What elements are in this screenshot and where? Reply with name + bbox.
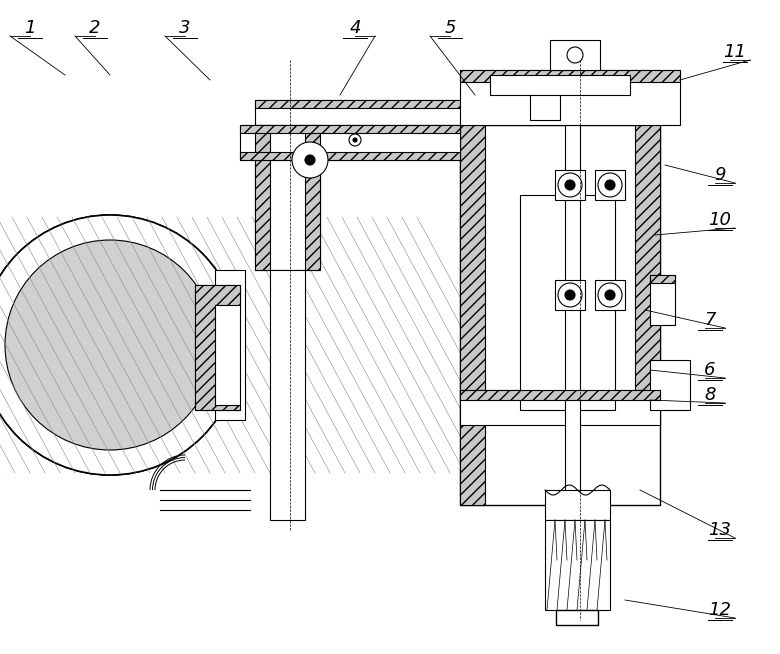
Bar — [460, 70, 680, 125]
Circle shape — [565, 180, 575, 190]
Circle shape — [598, 173, 622, 197]
Circle shape — [605, 290, 615, 300]
Bar — [460, 390, 660, 425]
Bar — [490, 75, 630, 95]
Bar — [240, 152, 460, 160]
Bar — [460, 390, 660, 400]
Text: 5: 5 — [445, 19, 456, 37]
Bar — [240, 125, 460, 133]
Bar — [215, 270, 245, 420]
Bar — [635, 125, 660, 390]
Bar — [555, 280, 585, 310]
Bar — [595, 280, 625, 310]
Bar — [550, 40, 600, 70]
Text: 8: 8 — [704, 386, 716, 404]
Bar — [545, 490, 610, 520]
Text: 10: 10 — [708, 211, 732, 229]
Bar — [195, 285, 240, 410]
Bar — [520, 195, 615, 410]
Bar — [255, 100, 485, 108]
Bar — [545, 520, 610, 610]
Circle shape — [5, 240, 215, 450]
Bar — [460, 125, 485, 505]
Text: 4: 4 — [349, 19, 360, 37]
Circle shape — [349, 134, 361, 146]
Bar — [460, 70, 680, 82]
Bar — [255, 100, 485, 125]
Text: 3: 3 — [179, 19, 191, 37]
Bar — [650, 360, 690, 410]
Circle shape — [292, 142, 328, 178]
Bar — [270, 270, 305, 520]
Polygon shape — [195, 285, 240, 410]
Bar — [240, 125, 460, 160]
Text: 11: 11 — [724, 43, 746, 61]
Circle shape — [558, 283, 582, 307]
Text: 1: 1 — [24, 19, 36, 37]
Bar — [555, 170, 585, 200]
Bar — [460, 125, 660, 505]
Bar — [650, 275, 675, 325]
Bar — [565, 125, 580, 620]
Bar — [650, 275, 675, 283]
Text: 9: 9 — [714, 166, 725, 184]
Bar — [255, 125, 320, 270]
Circle shape — [558, 173, 582, 197]
Text: 2: 2 — [89, 19, 101, 37]
Bar — [595, 170, 625, 200]
Circle shape — [305, 155, 315, 165]
Circle shape — [598, 283, 622, 307]
Text: 13: 13 — [708, 521, 732, 539]
Circle shape — [5, 240, 215, 450]
Circle shape — [605, 180, 615, 190]
Text: 6: 6 — [704, 361, 716, 379]
Circle shape — [353, 138, 357, 142]
Circle shape — [0, 215, 240, 475]
Bar — [305, 125, 320, 270]
Bar — [255, 125, 270, 270]
Bar — [556, 610, 598, 625]
Text: 12: 12 — [708, 601, 732, 619]
Circle shape — [0, 215, 240, 475]
Circle shape — [567, 47, 583, 63]
Circle shape — [565, 290, 575, 300]
Text: 7: 7 — [704, 311, 716, 329]
